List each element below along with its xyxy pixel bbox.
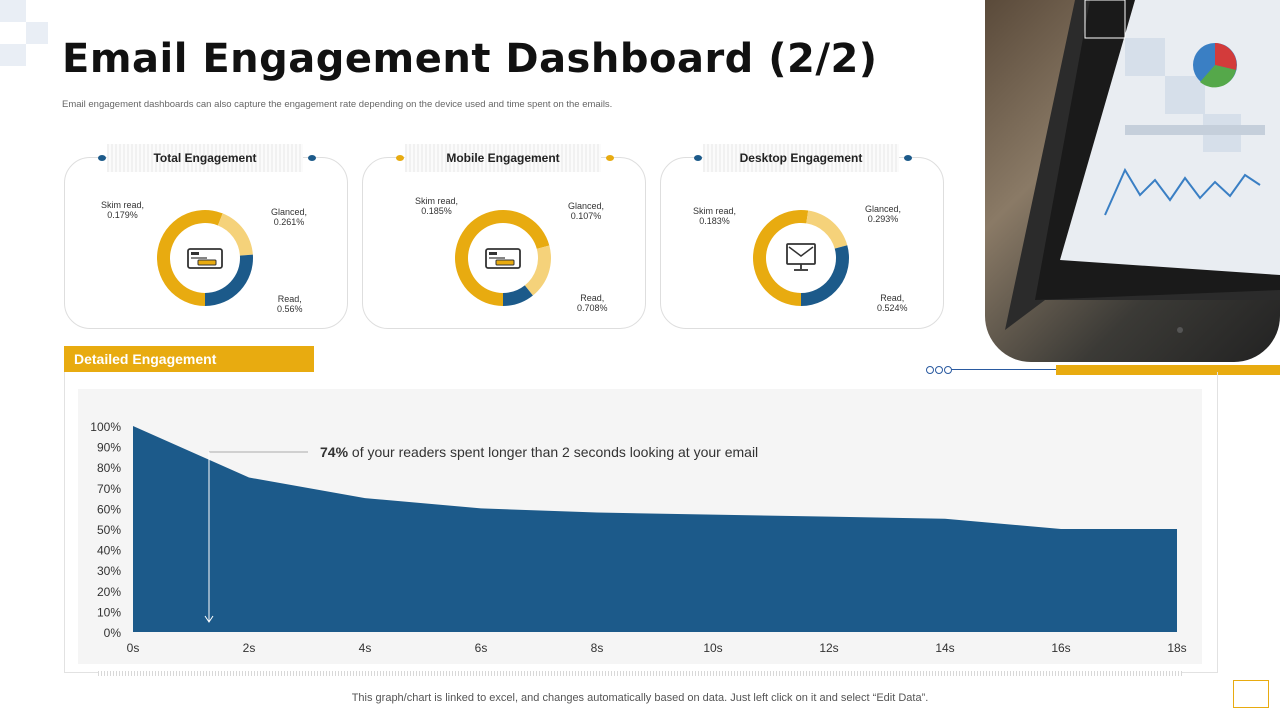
read-name: Read, [580, 293, 605, 303]
read-value: 0.524% [877, 303, 908, 313]
donut-slice-skim-read [524, 245, 551, 296]
read-label: Read, 0.708% [577, 293, 608, 313]
donut-slice-read [753, 210, 809, 306]
y-tick-label: 30% [97, 564, 121, 578]
decorative-circle [926, 366, 934, 374]
read-value: 0.708% [577, 303, 608, 313]
desktop-engagement-donut [753, 210, 849, 306]
donut-slice-glanced [205, 254, 253, 306]
donut-slice-skim-read [217, 213, 253, 256]
y-tick-label: 80% [97, 461, 121, 475]
skim-read-label: Skim read, 0.185% [415, 196, 458, 216]
decorative-circle [944, 366, 952, 374]
mobile-engagement-donut [455, 210, 551, 306]
page-title: Email Engagement Dashboard (2/2) [62, 36, 878, 82]
read-value: 0.56% [277, 304, 303, 314]
card-dot [694, 155, 702, 161]
decorative-circle [935, 366, 943, 374]
decorative-bar [1056, 365, 1280, 375]
card-title: Desktop Engagement [703, 144, 899, 172]
x-tick-label: 16s [1051, 641, 1070, 655]
donut-slice-glanced [503, 285, 533, 306]
total-engagement-card: Total Engagement Skim read, 0.179% Glanc… [64, 144, 348, 329]
y-tick-label: 60% [97, 502, 121, 516]
glanced-label: Glanced, 0.107% [568, 201, 604, 221]
read-name: Read, [277, 294, 302, 304]
corner-decoration [26, 22, 48, 44]
desktop-engagement-card: Desktop Engagement Skim read, 0.183% Gla… [660, 144, 944, 329]
x-tick-label: 18s [1167, 641, 1186, 655]
glanced-value: 0.107% [570, 211, 602, 221]
card-dot [98, 155, 106, 161]
skim-read-name: Skim read, [693, 206, 737, 216]
y-tick-label: 50% [97, 523, 121, 537]
corner-decoration [0, 0, 26, 22]
x-tick-label: 12s [819, 641, 838, 655]
card-title: Total Engagement [107, 144, 303, 172]
skim-read-value: 0.183% [699, 216, 730, 226]
x-tick-label: 4s [359, 641, 372, 655]
skim-read-name: Skim read, [101, 200, 145, 210]
card-dot [904, 155, 912, 161]
annotation-text: 74% of your readers spent longer than 2 … [320, 444, 758, 460]
annotation-arrowhead [204, 615, 214, 623]
payment-card-icon [187, 248, 223, 269]
read-label: Read, 0.56% [277, 294, 303, 314]
area-series [132, 425, 1178, 632]
glanced-name: Glanced, [271, 207, 308, 217]
card-title: Mobile Engagement [405, 144, 601, 172]
x-tick-label: 8s [591, 641, 604, 655]
donut-slice-read [157, 210, 223, 306]
mobile-engagement-card: Mobile Engagement Skim read, 0.185% Glan… [362, 144, 646, 329]
y-tick-label: 10% [97, 605, 121, 619]
card-dot [308, 155, 316, 161]
glanced-name: Glanced, [568, 201, 605, 211]
skim-read-value: 0.185% [421, 206, 452, 216]
glanced-label: Glanced, 0.293% [865, 204, 901, 224]
corner-decoration [0, 44, 26, 66]
skim-read-label: Skim read, 0.179% [101, 200, 144, 220]
annotation-highlight: 74% [320, 444, 349, 460]
x-tick-label: 2s [243, 641, 256, 655]
card-dot [396, 155, 404, 161]
skim-read-value: 0.179% [107, 210, 138, 220]
read-name: Read, [880, 293, 905, 303]
section-title: Detailed Engagement [64, 346, 314, 372]
donut-slice-skim-read [806, 210, 848, 249]
y-tick-label: 70% [97, 482, 121, 496]
y-tick-label: 40% [97, 544, 121, 558]
y-tick-label: 0% [104, 626, 122, 640]
x-tick-label: 10s [703, 641, 722, 655]
y-tick-label: 90% [97, 441, 121, 455]
total-engagement-donut [157, 210, 253, 306]
tablet-photo [985, 0, 1280, 362]
corner-box [1233, 680, 1269, 708]
glanced-value: 0.261% [273, 217, 305, 227]
y-tick-label: 100% [90, 420, 121, 434]
x-axis: 0s 2s 4s 6s 8s 10s 12s 14s 16s 18s [127, 641, 1187, 655]
y-axis: 0% 10% 20% 30% 40% 50% 60% 70% 80% 90% 100% [90, 420, 121, 640]
glanced-name: Glanced, [865, 204, 902, 214]
glanced-label: Glanced, 0.261% [271, 207, 307, 227]
glanced-value: 0.293% [867, 214, 899, 224]
footer-note: This graph/chart is linked to excel, and… [351, 692, 929, 704]
card-dot [606, 155, 614, 161]
x-tick-label: 0s [127, 641, 140, 655]
desktop-mail-icon [786, 243, 816, 271]
donut-slice-glanced [801, 245, 849, 306]
decorative-hatch [98, 671, 1182, 676]
skim-read-label: Skim read, 0.183% [693, 206, 736, 226]
annotation-body: of your readers spent longer than 2 seco… [348, 444, 758, 460]
payment-card-icon [485, 248, 521, 269]
area-fill [133, 426, 1177, 632]
skim-read-name: Skim read, [415, 196, 459, 206]
x-tick-label: 6s [475, 641, 488, 655]
x-tick-label: 14s [935, 641, 954, 655]
page-subtitle: Email engagement dashboards can also cap… [62, 99, 613, 110]
read-label: Read, 0.524% [877, 293, 908, 313]
tablet-illustration [1005, 0, 1280, 333]
annotation: 74% of your readers spent longer than 2 … [204, 444, 758, 623]
y-tick-label: 20% [97, 585, 121, 599]
